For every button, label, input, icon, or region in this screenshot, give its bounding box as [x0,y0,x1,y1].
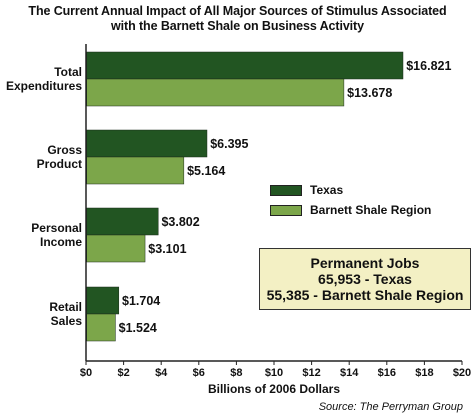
x-tick-label: $10 [265,367,283,379]
bar-value-label: $5.164 [187,164,225,178]
bar-value-label: $6.395 [210,137,248,151]
bar-texas [86,207,159,236]
x-tick-label: $14 [340,367,359,379]
bar-value-label: $1.524 [119,321,157,335]
x-tick-label: $2 [117,367,129,379]
chart-title: The Current Annual Impact of All Major S… [0,4,475,34]
legend-swatch-texas [270,184,302,196]
legend-item-barnett: Barnett Shale Region [270,200,431,220]
bar-barnett [86,78,345,107]
category-label-line: Sales [50,314,82,328]
x-tick-label: $0 [80,367,92,379]
category-label: Gross Product [0,143,82,171]
category-label-line: Gross [47,143,82,157]
jobs-box-title: Permanent Jobs [310,255,420,271]
legend-label-barnett: Barnett Shale Region [310,203,432,217]
category-label-line: Income [39,235,82,249]
chart-title-line1: The Current Annual Impact of All Major S… [28,4,447,18]
category-label: Retail Sales [0,300,82,328]
chart-title-line2: with the Barnett Shale on Business Activ… [111,19,364,33]
bar-barnett [86,313,116,342]
legend-label-texas: Texas [310,183,344,197]
legend: Texas Barnett Shale Region [270,180,431,220]
bar-value-label: $1.704 [122,294,160,308]
x-tick-label: $6 [193,367,205,379]
category-label: Personal Income [0,221,82,249]
category-label-line: Expenditures [5,79,82,93]
bar-barnett [86,234,146,263]
bar-texas [86,286,120,315]
legend-item-texas: Texas [270,180,431,200]
jobs-box-texas: 65,953 - Texas [318,271,412,287]
bar-texas [86,51,404,80]
bar-value-label: $3.101 [148,242,186,256]
x-tick-label: $16 [378,367,396,379]
bar-texas [86,129,208,158]
category-label: Total Expenditures [0,65,82,93]
bar-value-label: $3.802 [161,215,199,229]
legend-swatch-barnett [270,204,302,216]
source-note: Source: The Perryman Group [318,401,463,413]
x-tick-label: $18 [415,367,433,379]
category-label-line: Personal [31,221,82,235]
category-label-line: Total [54,65,82,79]
bar-value-label: $16.821 [406,59,451,73]
x-tick-label: $20 [453,367,471,379]
x-tick-label: $8 [230,367,242,379]
bar-barnett [86,156,185,185]
permanent-jobs-box: Permanent Jobs 65,953 - Texas 55,385 - B… [259,248,471,310]
category-label-line: Product [36,157,82,171]
x-tick-label: $12 [302,367,320,379]
jobs-box-barnett: 55,385 - Barnett Shale Region [266,287,464,303]
bar-value-label: $13.678 [347,86,392,100]
category-label-line: Retail [49,300,82,314]
x-tick-label: $4 [155,367,168,379]
x-axis-label: Billions of 2006 Dollars [207,382,341,396]
